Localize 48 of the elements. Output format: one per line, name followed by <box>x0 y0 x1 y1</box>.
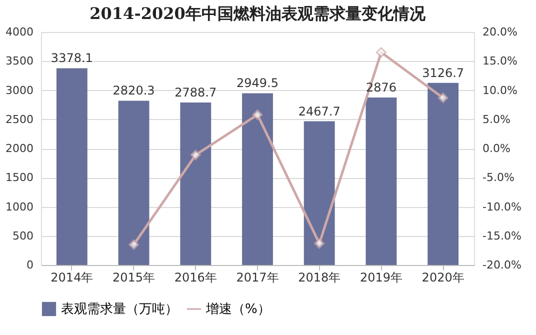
y-tick-label: 2500 <box>6 112 34 126</box>
x-tick-label: 2017年 <box>236 270 279 284</box>
x-tick-label: 2020年 <box>422 270 464 284</box>
bar <box>428 82 459 265</box>
point <box>314 238 325 249</box>
bar <box>118 100 150 265</box>
y2-tick-label: -20.0% <box>482 258 522 272</box>
x-tick-label: 2019年 <box>360 270 402 284</box>
y2-tick-label: 20.0% <box>482 26 518 38</box>
bar <box>242 93 273 265</box>
y2-tick-label: 15.0% <box>482 54 518 68</box>
data-label: 2820.3 <box>112 84 155 98</box>
point <box>376 47 386 58</box>
point <box>190 150 201 160</box>
y2-tick-label: 10.0% <box>482 84 518 97</box>
y2-tick-label: 5.0% <box>482 112 510 126</box>
chart-title: 2014-2020年中国燃料油表观需求量变化情况 <box>90 4 426 23</box>
legend-label: 增速（%） <box>205 302 270 317</box>
x-tick-label: 2016年 <box>174 270 217 284</box>
data-label: 2949.5 <box>236 76 278 90</box>
data-label: 2876 <box>366 80 396 94</box>
bar <box>180 102 212 265</box>
y-tick-label: 1000 <box>6 200 34 214</box>
y-tick-label: 500 <box>12 229 34 242</box>
point <box>128 239 140 250</box>
y-tick-label: 0 <box>26 258 34 272</box>
data-label: 3126.7 <box>422 66 464 80</box>
y2-tick-label: -10.0% <box>482 200 522 214</box>
point <box>438 92 448 104</box>
x-tick-label: 2018年 <box>298 270 341 284</box>
y-tick-label: 4000 <box>6 26 34 38</box>
data-label: 2788.7 <box>174 86 217 100</box>
y-tick-label: 1500 <box>6 171 34 184</box>
bar <box>304 121 335 265</box>
y2-tick-label: 0.0% <box>482 142 510 155</box>
x-tick-label: 2014年 <box>50 270 94 284</box>
legend-label: 表观需求量（万吨） <box>61 302 178 317</box>
x-tick-label: 2015年 <box>112 270 156 284</box>
point <box>252 109 263 120</box>
y-tick-label: 2000 <box>6 142 34 155</box>
y2-tick-label: -5.0% <box>482 171 514 184</box>
bar <box>56 68 88 265</box>
data-label: 3378.1 <box>50 51 93 66</box>
bar <box>366 97 397 265</box>
y2-tick-label: -15.0% <box>482 229 522 242</box>
y-tick-label: 3500 <box>6 54 34 68</box>
data-label: 2467.7 <box>298 104 340 118</box>
y-tick-label: 3000 <box>6 84 34 97</box>
